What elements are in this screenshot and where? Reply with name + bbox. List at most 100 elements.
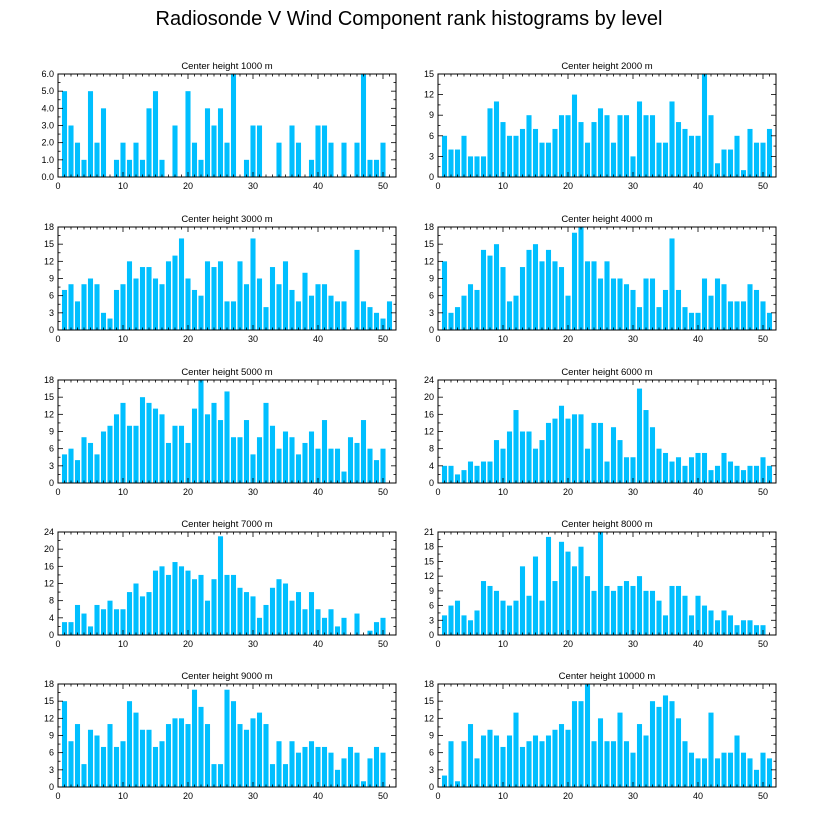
bar [649,701,656,787]
y-tick-label: 3 [49,765,54,775]
x-tick-label: 10 [498,791,508,801]
bar [682,741,688,787]
bar [519,431,526,483]
bar [591,122,597,177]
bar [617,115,623,177]
bar [643,410,649,483]
y-tick-label: 6 [429,748,434,758]
bar [172,425,178,483]
bar [532,448,539,483]
bar [204,724,211,787]
bar [539,600,545,635]
bar [217,261,224,330]
bar [740,470,747,483]
bar [315,746,321,787]
bar [630,585,636,635]
x-tick-label: 40 [693,487,703,497]
bar [532,128,539,177]
bar [500,746,506,787]
bar [766,758,773,787]
bar [139,159,146,177]
bar [185,91,191,177]
bar [493,735,500,787]
bar [263,604,269,635]
bar [295,454,302,483]
bar [636,724,643,787]
bar [341,301,347,330]
bar [493,440,500,483]
bar [302,746,308,787]
panel-title: Center height 2000 m [561,61,652,72]
bar [308,592,315,635]
x-tick-label: 50 [378,791,388,801]
bar [753,289,760,330]
bar [591,741,597,787]
bar [721,149,727,177]
y-tick-label: 2.0 [41,138,54,148]
y-tick-label: 5.0 [41,86,54,96]
bar [480,249,487,330]
bar [360,74,367,177]
bar [513,135,519,177]
bar [545,536,552,635]
bar [191,408,198,483]
main-title: Radiosonde V Wind Component rank histogr… [155,8,663,30]
bar [185,570,191,635]
bar [354,613,360,635]
bar [467,620,474,635]
chart-panel: Center height 8000 m 0 10 20 30 40 50 0 3 6 9 12 15 1… [424,519,777,649]
bar [448,741,454,787]
bar [217,764,224,787]
bar [243,592,250,635]
bar [276,142,282,177]
y-tick-label: 15 [44,392,54,402]
bar [682,307,688,330]
bar [617,440,623,483]
bar [113,609,120,635]
y-tick-label: 15 [44,239,54,249]
y-tick-label: 9 [49,274,54,284]
bar [675,457,682,483]
y-tick-label: 0 [49,478,54,488]
bar [630,156,636,177]
y-tick-label: 0 [429,325,434,335]
bar [487,255,493,330]
y-tick-label: 12 [44,409,54,419]
chart-panel: Center height 2000 m 0 10 20 30 40 50 0 3 6 9 12 15 [424,61,777,191]
bar [584,142,591,177]
x-tick-label: 0 [435,791,440,801]
bar [760,457,766,483]
bar [480,581,487,635]
y-tick-label: 15 [424,696,434,706]
bar [289,741,295,787]
bar [165,724,172,787]
y-tick-label: 20 [424,392,434,402]
y-tick-label: 18 [44,222,54,232]
bar [334,301,341,330]
bar [558,115,565,177]
bar [334,626,341,635]
bar [506,135,513,177]
bar [721,284,727,330]
bar [578,122,584,177]
bar [360,781,367,787]
x-tick-label: 10 [118,487,128,497]
bar [269,425,276,483]
x-tick-label: 50 [378,181,388,191]
bar [360,420,367,483]
bar [623,115,630,177]
bar [211,267,217,330]
bar [597,108,604,177]
bar [714,620,721,635]
y-tick-label: 9 [429,110,434,120]
bar [152,91,159,177]
bar [734,135,740,177]
bar [636,101,643,177]
y-tick-label: 0 [429,782,434,792]
bar [506,301,513,330]
y-tick-label: 9 [429,274,434,284]
bar [474,289,480,330]
bar [269,267,276,330]
bar [695,312,701,330]
bar [159,159,165,177]
